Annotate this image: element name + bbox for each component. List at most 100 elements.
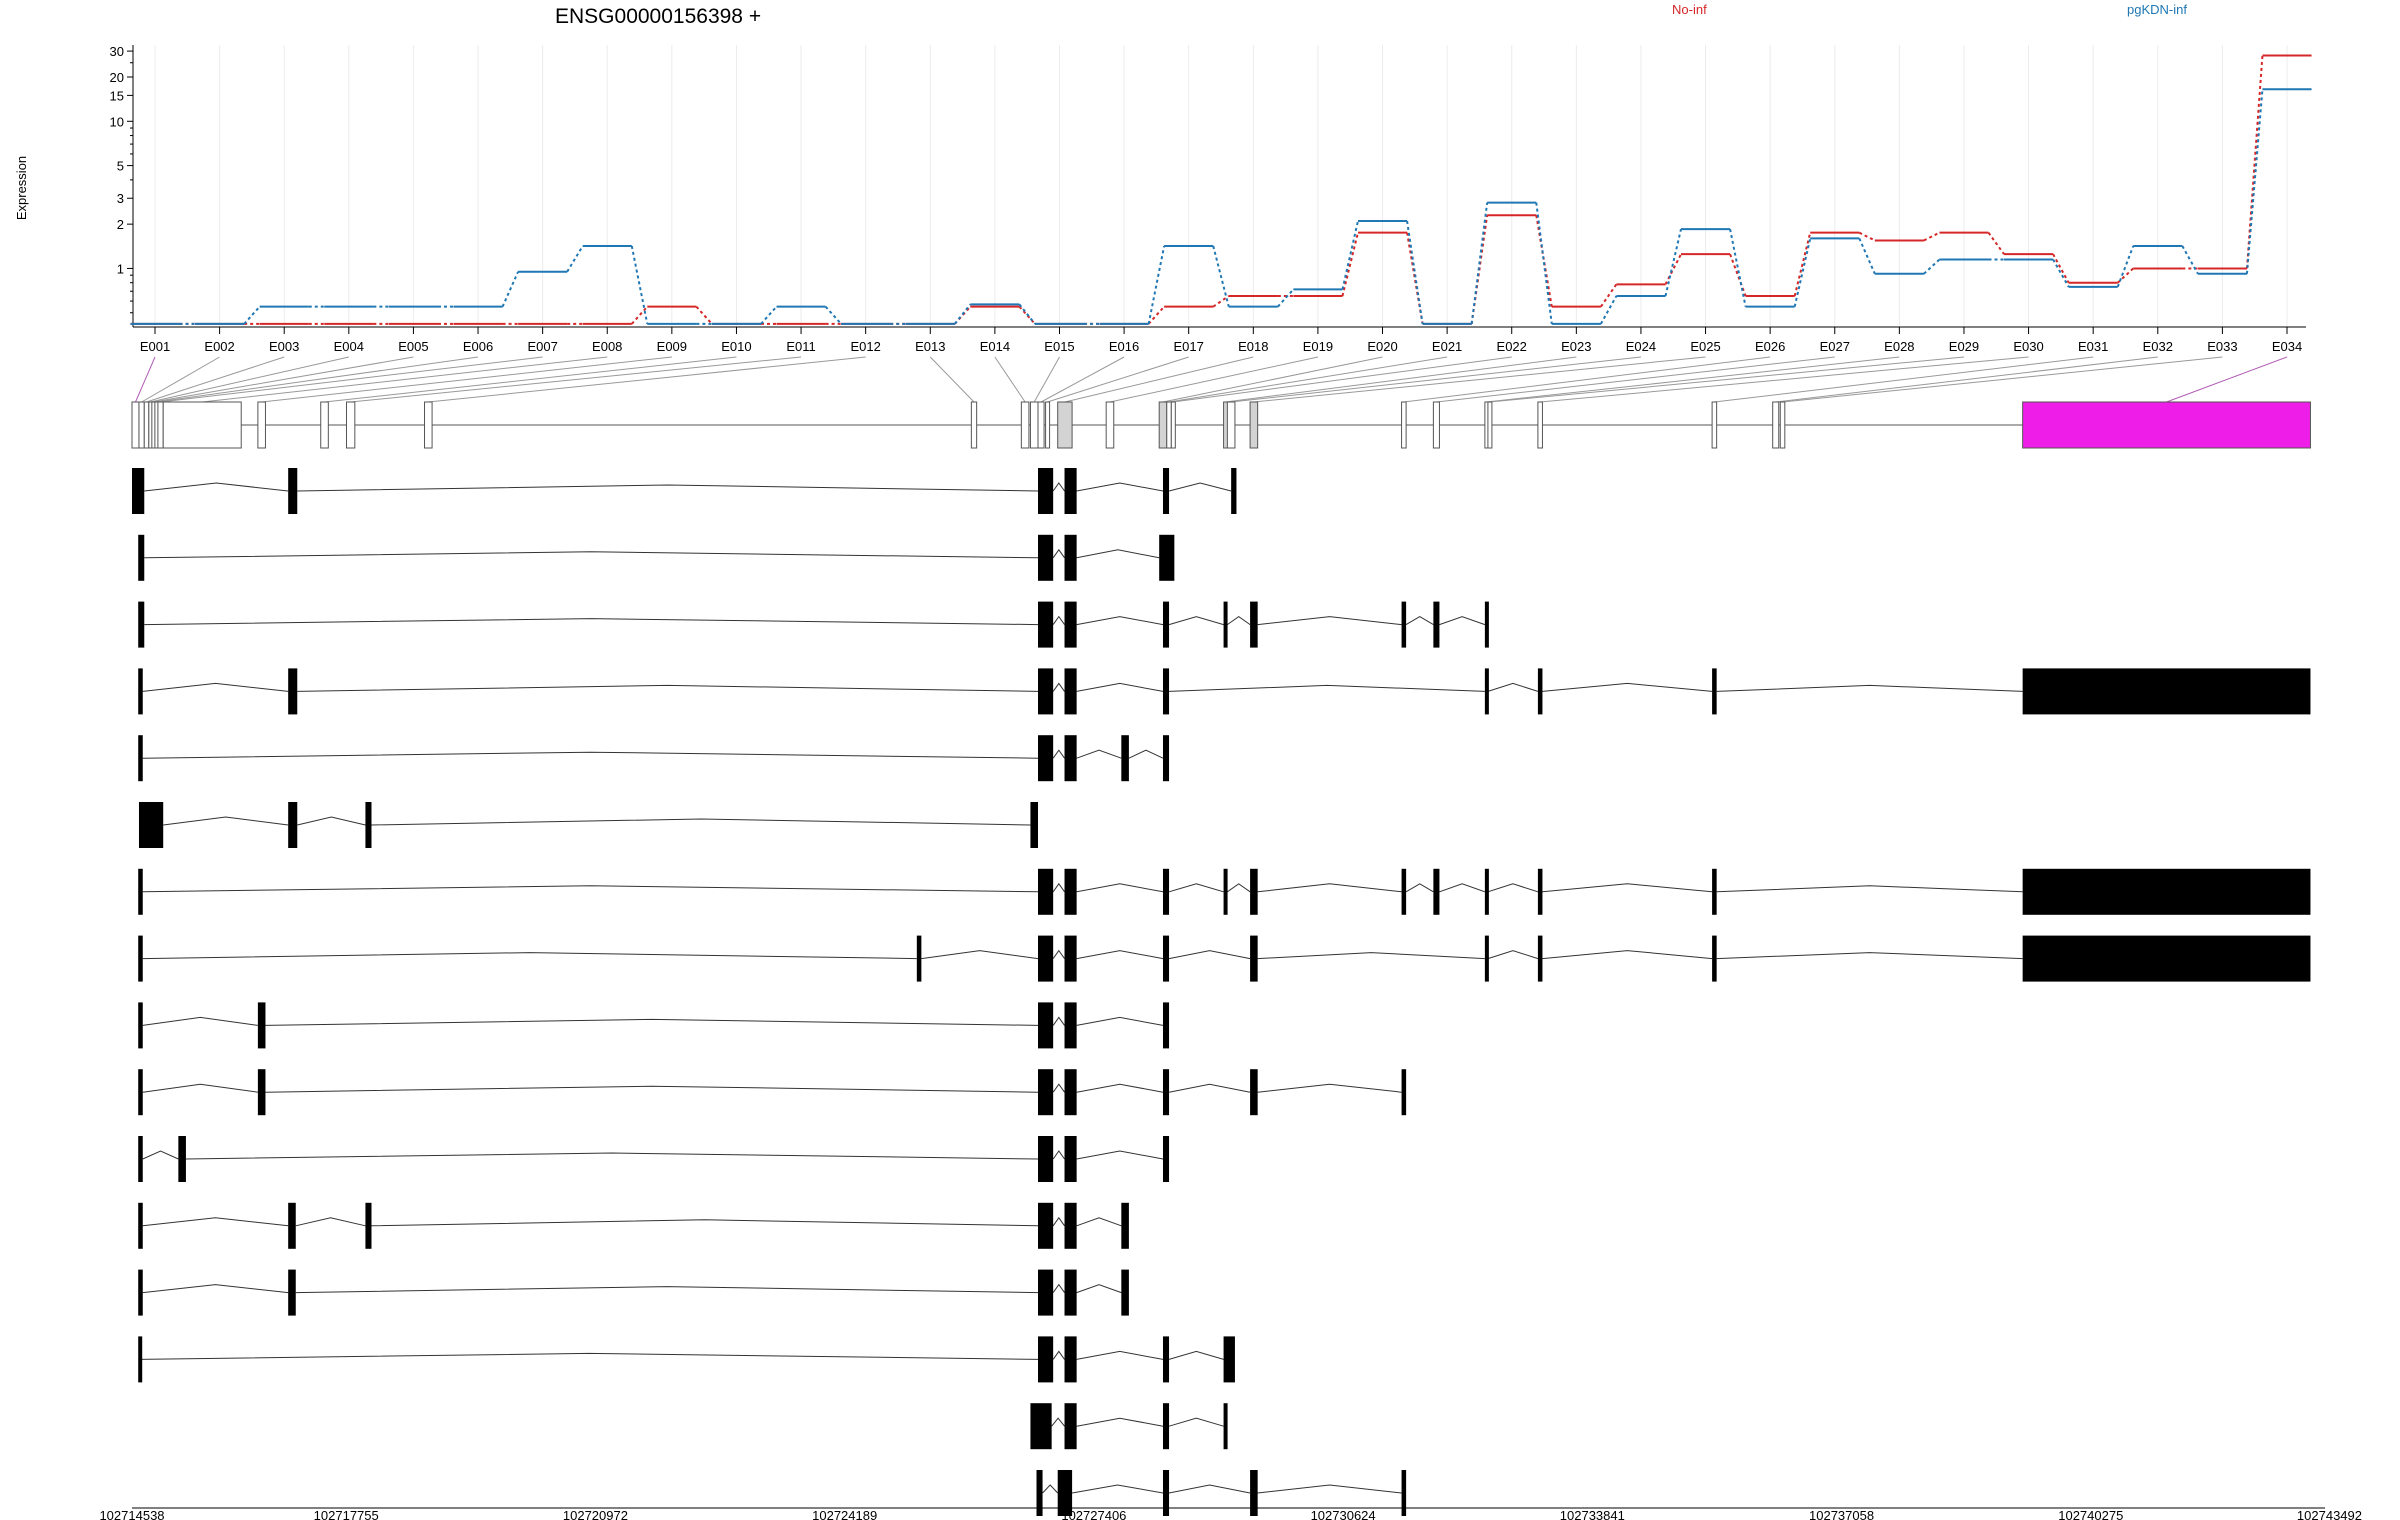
transcript-intron [1168, 1350, 1224, 1360]
exon-label: E013 [915, 339, 945, 354]
transcript-exon [1433, 868, 1440, 915]
gene-model-exon [1537, 401, 1543, 449]
gene-model-exon [1226, 401, 1236, 449]
data-connector [1535, 202, 1553, 325]
transcript-exon [1121, 1269, 1129, 1316]
data-connector [1406, 220, 1424, 325]
exon-connector [202, 356, 608, 403]
exon-connector [2166, 356, 2288, 403]
gene-model-exon [1779, 401, 1786, 449]
transcript-intron [1076, 1016, 1164, 1026]
exon-label: E015 [1044, 339, 1074, 354]
transcript-intron [1076, 616, 1164, 626]
exon-label: E017 [1174, 339, 1204, 354]
transcript-intron [1168, 616, 1224, 626]
transcript-intron [1169, 684, 1485, 692]
transcript-track [138, 735, 1170, 782]
data-connector [2245, 89, 2264, 274]
transcript-exon [138, 601, 145, 648]
transcript-exon [1038, 1269, 1054, 1316]
exon-connector [153, 356, 414, 403]
gene-model-exon [138, 401, 145, 449]
transcript-intron [1257, 1083, 1402, 1093]
transcript-intron [1257, 883, 1402, 893]
transcript-exon [1038, 534, 1054, 581]
transcript-exon [138, 534, 145, 581]
transcript-exon [1030, 1403, 1052, 1450]
transcript-intron [1257, 616, 1402, 626]
transcript-track [132, 468, 1237, 514]
gene-model-exon [1166, 401, 1172, 449]
data-connector [2116, 245, 2135, 288]
transcript-exon [1250, 935, 1258, 982]
exon-label: E007 [527, 339, 557, 354]
transcript-intron [142, 952, 917, 960]
transcript-intron [1405, 616, 1434, 626]
transcript-track [138, 1336, 1235, 1383]
transcript-exon [1401, 868, 1407, 915]
gene-model-exon [143, 401, 150, 449]
gene-model-exon [345, 401, 356, 449]
y-tick-label: 3 [117, 191, 124, 206]
coordinate-tick-label: 102727406 [1061, 1508, 1126, 1520]
data-connector [631, 305, 649, 325]
coordinate-tick-label: 102724189 [812, 1508, 877, 1520]
exon-label: E021 [1432, 339, 1462, 354]
transcript-exon [1162, 468, 1170, 514]
transcript-intron [1168, 883, 1224, 893]
data-connector [760, 305, 778, 325]
exon-label: E002 [204, 339, 234, 354]
transcript-intron [1076, 749, 1122, 759]
transcript-exon [138, 868, 143, 915]
transcript-intron [1076, 950, 1164, 960]
transcript-intron [1076, 1417, 1164, 1427]
transcript-track [138, 802, 1039, 848]
exon-label: E003 [269, 339, 299, 354]
exon-label: E005 [398, 339, 428, 354]
transcript-exon [1250, 868, 1258, 915]
transcript-intron [1542, 950, 1713, 960]
transcript-exon [1064, 1202, 1077, 1249]
gene-model-exon [1057, 401, 1073, 449]
transcript-intron [1052, 949, 1065, 959]
coordinate-tick-label: 102743492 [2297, 1508, 2362, 1520]
exon-connector [428, 356, 866, 403]
transcript-intron [1257, 952, 1485, 960]
transcript-exon [138, 1269, 143, 1316]
transcript-exon [1038, 868, 1054, 915]
exon-label: E010 [721, 339, 751, 354]
transcript-exon [1537, 668, 1543, 715]
transcript-exon [1038, 1002, 1054, 1049]
transcript-exon [2022, 868, 2311, 915]
data-connector [501, 271, 520, 308]
transcript-intron [144, 618, 1039, 626]
transcript-exon [1401, 601, 1407, 648]
transcript-exon [1038, 1336, 1054, 1383]
data-connector [1729, 253, 1747, 297]
data-connector [243, 305, 261, 325]
transcript-track [138, 935, 2311, 982]
transcript-intron [185, 1152, 1039, 1160]
transcript-intron [1487, 883, 1539, 893]
exon-connector [1064, 356, 1254, 403]
transcript-intron [1439, 883, 1486, 893]
gene-model-track [131, 401, 2311, 449]
transcript-exon [1162, 935, 1170, 982]
data-connector [1793, 232, 1812, 297]
gene-model-exon [2022, 401, 2311, 449]
transcript-exon [1250, 1069, 1258, 1116]
transcript-track [138, 534, 1175, 581]
exon-label: E023 [1561, 339, 1591, 354]
coordinate-tick-label: 102730624 [1311, 1508, 1376, 1520]
data-connector [1147, 245, 1166, 325]
transcript-exon [1162, 1336, 1170, 1383]
transcript-intron [1076, 482, 1164, 492]
transcript-exon [1038, 1202, 1054, 1249]
transcript-intron [1716, 952, 2023, 960]
exon-label: E033 [2207, 339, 2237, 354]
transcript-intron [1052, 1216, 1065, 1227]
transcript-intron [297, 816, 366, 826]
transcript-exon [138, 1136, 143, 1182]
transcript-exon [1162, 1470, 1170, 1516]
transcript-intron [1168, 1083, 1251, 1093]
